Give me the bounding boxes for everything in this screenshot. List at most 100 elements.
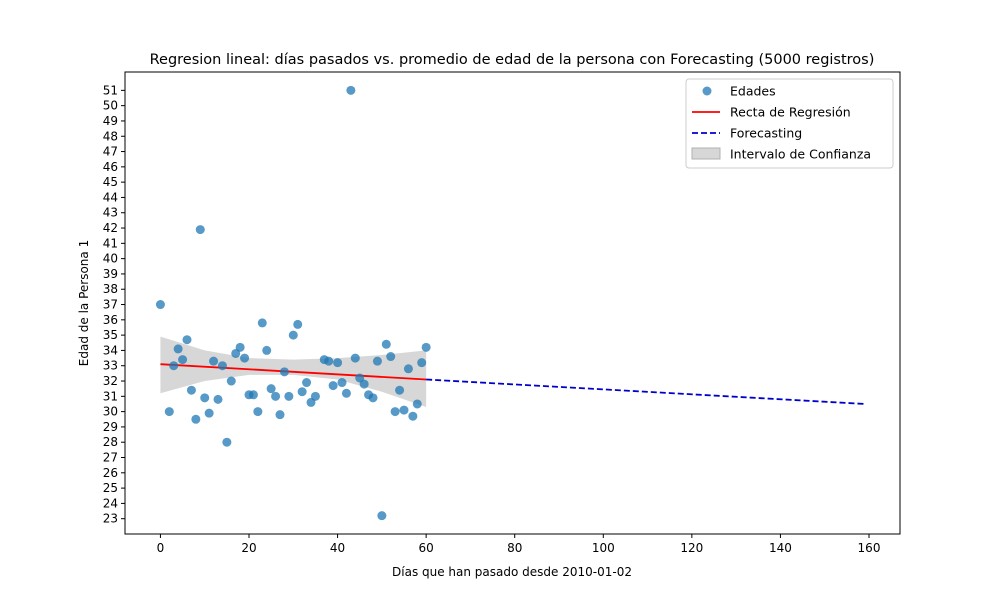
y-tick-label: 40 <box>103 252 118 266</box>
x-tick-label: 0 <box>157 541 165 555</box>
data-point <box>279 367 289 377</box>
data-point <box>417 358 427 368</box>
data-point <box>359 379 369 389</box>
data-point <box>395 385 405 395</box>
forecast-line <box>426 378 865 405</box>
data-point <box>253 407 263 417</box>
data-point <box>297 387 307 397</box>
data-point <box>240 353 250 363</box>
legend-label-forecast: Forecasting <box>730 126 802 141</box>
y-tick-label: 48 <box>103 129 118 143</box>
data-point <box>204 408 214 418</box>
data-point <box>164 407 174 417</box>
plot-frame <box>124 71 901 535</box>
y-axis-label: Edad de la Persona 1 <box>77 240 91 366</box>
y-tick-label: 45 <box>103 175 118 189</box>
y-tick-label: 28 <box>103 435 118 449</box>
data-point <box>328 381 338 391</box>
y-tick-label: 25 <box>103 481 118 495</box>
data-point <box>350 353 360 363</box>
y-tick-label: 38 <box>103 282 118 296</box>
x-tick-label: 60 <box>419 541 434 555</box>
y-tick-label: 49 <box>103 114 118 128</box>
lines-layer <box>160 363 865 405</box>
data-point <box>173 344 183 354</box>
y-tick-label: 50 <box>103 99 118 113</box>
y-tick-label: 41 <box>103 236 118 250</box>
data-point <box>368 393 378 403</box>
data-point <box>271 391 281 401</box>
y-tick-label: 43 <box>103 206 118 220</box>
data-point <box>381 339 391 349</box>
legend-box <box>685 78 894 169</box>
y-tick-label: 34 <box>103 343 118 357</box>
data-point <box>182 335 192 345</box>
legend-label-confidence: Intervalo de Confianza <box>730 147 871 162</box>
data-point <box>399 405 409 415</box>
data-point <box>333 358 343 368</box>
x-tick-label: 160 <box>858 541 881 555</box>
points-layer <box>155 85 431 521</box>
data-point <box>377 511 387 521</box>
data-point <box>346 85 356 95</box>
legend-marker-confidence <box>691 147 721 160</box>
x-axis-ticks: 0 20 40 60 80 100 120 140 160 <box>157 534 881 555</box>
legend: Edades Recta de Regresión Forecasting In… <box>685 78 894 169</box>
regression-line <box>160 363 427 381</box>
data-point <box>209 356 219 366</box>
chart-title: Regresion lineal: días pasados vs. prome… <box>150 52 875 68</box>
y-tick-label: 27 <box>103 451 118 465</box>
data-point <box>337 378 347 388</box>
data-point <box>200 393 210 403</box>
data-point <box>222 437 232 447</box>
y-tick-label: 47 <box>103 145 118 159</box>
data-point <box>186 385 196 395</box>
data-point <box>372 356 382 366</box>
data-point <box>155 300 165 310</box>
data-point <box>324 356 334 366</box>
data-point <box>403 364 413 374</box>
y-tick-label: 23 <box>103 512 118 526</box>
data-point <box>310 391 320 401</box>
y-tick-label: 35 <box>103 328 118 342</box>
y-tick-label: 36 <box>103 313 118 327</box>
data-point <box>412 399 422 409</box>
legend-label-edades: Edades <box>730 84 776 99</box>
data-point <box>421 342 431 352</box>
y-tick-label: 51 <box>103 83 118 97</box>
x-tick-label: 40 <box>330 541 345 555</box>
x-axis-label: Días que han pasado desde 2010-01-02 <box>392 565 632 579</box>
data-point <box>217 361 227 371</box>
data-point <box>178 355 188 365</box>
x-tick-label: 140 <box>769 541 792 555</box>
y-tick-label: 42 <box>103 221 118 235</box>
y-tick-label: 37 <box>103 298 118 312</box>
y-tick-label: 46 <box>103 160 118 174</box>
data-point <box>266 384 276 394</box>
data-point <box>195 225 205 235</box>
y-tick-label: 32 <box>103 374 118 388</box>
y-tick-label: 44 <box>103 190 118 204</box>
data-point <box>293 319 303 329</box>
x-tick-label: 120 <box>680 541 703 555</box>
data-point <box>235 342 245 352</box>
data-point <box>169 361 179 371</box>
data-point <box>191 414 201 424</box>
data-point <box>390 407 400 417</box>
legend-marker-edades <box>702 86 712 96</box>
y-tick-label: 39 <box>103 267 118 281</box>
y-tick-label: 24 <box>103 496 118 510</box>
data-point <box>408 411 418 421</box>
y-tick-label: 33 <box>103 359 118 373</box>
x-tick-label: 80 <box>507 541 522 555</box>
data-point <box>341 388 351 398</box>
y-tick-label: 29 <box>103 420 118 434</box>
legend-label-regression: Recta de Regresión <box>730 105 851 120</box>
data-point <box>226 376 236 386</box>
y-tick-label: 31 <box>103 389 118 403</box>
data-point <box>262 345 272 355</box>
data-point <box>248 390 258 400</box>
data-point <box>213 394 223 404</box>
